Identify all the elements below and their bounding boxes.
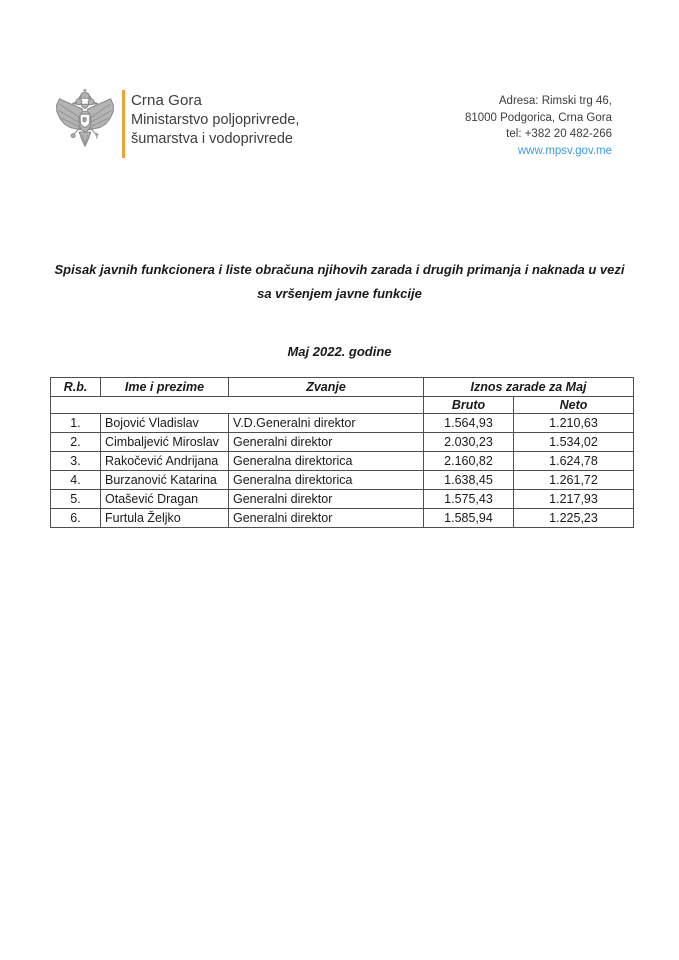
- cell-rb: 4.: [50, 470, 101, 490]
- cell-neto: 1.261,72: [512, 470, 635, 490]
- cell-name: Burzanović Katarina: [100, 470, 229, 490]
- header-name: Ime i prezime: [100, 377, 229, 397]
- title-line-1: Spisak javnih funkcionera i liste obraču…: [54, 262, 625, 277]
- cell-rb: 2.: [50, 432, 101, 452]
- document-title: Spisak javnih funkcionera i liste obraču…: [0, 258, 679, 306]
- table-row: 3. Rakočević Andrijana Generalna direkto…: [50, 451, 635, 471]
- cell-rb: 6.: [50, 508, 101, 528]
- header-zvanje: Zvanje: [228, 377, 424, 397]
- coat-of-arms-logo: [53, 88, 117, 152]
- table-row: 6. Furtula Željko Generalni direktor 1.5…: [50, 508, 635, 528]
- cell-name: Bojović Vladislav: [100, 413, 229, 433]
- cell-bruto: 1.638,45: [423, 470, 514, 490]
- header-neto: Neto: [512, 396, 635, 414]
- address-block: Adresa: Rimski trg 46, 81000 Podgorica, …: [465, 93, 612, 159]
- cell-zvanje: V.D.Generalni direktor: [228, 413, 424, 433]
- ministry-name-block: Crna Gora Ministarstvo poljoprivrede, šu…: [131, 91, 299, 149]
- cell-bruto: 2.160,82: [423, 451, 514, 471]
- cell-neto: 1.217,93: [512, 489, 635, 509]
- cell-zvanje: Generalni direktor: [228, 508, 424, 528]
- cell-name: Furtula Željko: [100, 508, 229, 528]
- cell-neto: 1.210,63: [512, 413, 635, 433]
- cell-zvanje: Generalna direktorica: [228, 451, 424, 471]
- table-header-row: R.b. Ime i prezime Zvanje Iznos zarade z…: [50, 377, 635, 397]
- table-row: 1. Bojović Vladislav V.D.Generalni direk…: [50, 413, 635, 433]
- address-line: Adresa: Rimski trg 46,: [498, 95, 612, 107]
- cell-bruto: 1.564,93: [423, 413, 514, 433]
- phone-line: tel: +382 20 482-266: [506, 128, 612, 140]
- org-country: Crna Gora: [131, 92, 202, 109]
- table-subheader-row: Bruto Neto: [50, 396, 635, 414]
- org-name-line: šumarstva i vodoprivrede: [131, 131, 293, 147]
- header-amount-group: Iznos zarade za Maj: [422, 377, 635, 397]
- gold-divider: [122, 90, 125, 158]
- cell-bruto: 2.030,23: [423, 432, 514, 452]
- cell-name: Cimbaljević Miroslav: [100, 432, 229, 452]
- website-link[interactable]: www.mpsv.gov.me: [517, 144, 612, 157]
- cell-rb: 1.: [50, 413, 101, 433]
- table-row: 4. Burzanović Katarina Generalna direkto…: [50, 470, 635, 490]
- cell-name: Rakočević Andrijana: [100, 451, 229, 471]
- cell-neto: 1.534,02: [512, 432, 635, 452]
- coat-of-arms-icon: [56, 88, 114, 147]
- address-line: 81000 Podgorica, Crna Gora: [464, 111, 612, 124]
- cell-rb: 3.: [50, 451, 101, 471]
- cell-bruto: 1.585,94: [423, 508, 514, 528]
- cell-name: Otašević Dragan: [100, 489, 229, 509]
- cell-rb: 5.: [50, 489, 101, 509]
- header-empty-cell: [50, 396, 424, 414]
- cell-zvanje: Generalni direktor: [228, 489, 424, 509]
- table-row: 5. Otašević Dragan Generalni direktor 1.…: [50, 489, 635, 509]
- org-name-line: Ministarstvo poljoprivrede,: [131, 112, 300, 128]
- cell-zvanje: Generalna direktorica: [228, 470, 424, 490]
- cell-neto: 1.225,23: [512, 508, 635, 528]
- header-rb: R.b.: [50, 377, 101, 397]
- header-bruto: Bruto: [423, 396, 514, 414]
- cell-zvanje: Generalni direktor: [228, 432, 424, 452]
- salary-table: R.b. Ime i prezime Zvanje Iznos zarade z…: [50, 377, 635, 528]
- period-label: Maj 2022. godine: [287, 344, 392, 359]
- cell-bruto: 1.575,43: [423, 489, 514, 509]
- cell-neto: 1.624,78: [512, 451, 635, 471]
- table-row: 2. Cimbaljević Miroslav Generalni direkt…: [50, 432, 635, 452]
- title-line-2: sa vršenjem javne funkcije: [257, 286, 422, 301]
